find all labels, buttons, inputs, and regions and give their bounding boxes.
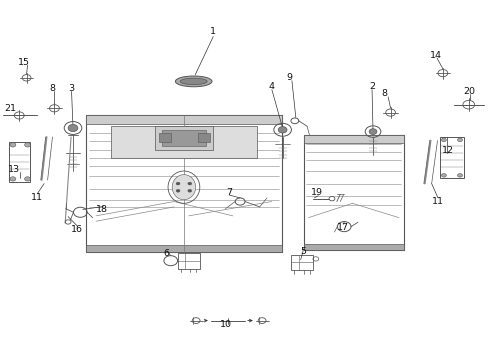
Text: 14: 14 (430, 51, 441, 60)
Text: 20: 20 (464, 86, 476, 95)
Bar (304, 244, 404, 250)
Text: 2: 2 (369, 82, 375, 91)
Bar (304, 135, 404, 143)
Bar (86, 116, 282, 125)
Text: 4: 4 (269, 82, 275, 91)
Circle shape (24, 143, 30, 147)
Text: 16: 16 (71, 225, 82, 234)
Bar (159, 134, 171, 142)
Bar (197, 134, 210, 142)
Circle shape (176, 189, 180, 192)
Text: 12: 12 (442, 146, 454, 155)
Circle shape (369, 129, 377, 134)
Text: 18: 18 (97, 205, 108, 214)
Text: 11: 11 (31, 193, 43, 202)
Bar (178, 253, 200, 269)
Text: 5: 5 (301, 247, 307, 256)
Text: 15: 15 (18, 58, 30, 67)
Text: 8: 8 (49, 84, 55, 93)
Bar (155, 126, 213, 149)
Text: 6: 6 (164, 249, 170, 258)
Text: 13: 13 (8, 165, 21, 174)
Bar (86, 116, 282, 252)
Ellipse shape (172, 175, 196, 200)
Circle shape (24, 177, 30, 181)
Text: 3: 3 (69, 84, 74, 93)
Text: 19: 19 (311, 188, 323, 197)
Bar (111, 126, 257, 158)
Text: 9: 9 (286, 73, 292, 82)
Circle shape (68, 125, 78, 132)
Bar (292, 255, 314, 270)
Circle shape (10, 177, 16, 181)
Text: 7: 7 (226, 188, 232, 197)
Circle shape (176, 182, 180, 185)
Text: 21: 21 (4, 104, 17, 113)
Bar (162, 130, 206, 146)
Text: 1: 1 (210, 27, 216, 36)
Circle shape (278, 127, 287, 133)
Bar (441, 137, 464, 178)
Bar (9, 142, 30, 182)
Ellipse shape (180, 78, 207, 85)
Circle shape (441, 138, 446, 141)
Text: 8: 8 (381, 89, 387, 98)
Circle shape (10, 143, 16, 147)
Bar (86, 245, 282, 252)
Ellipse shape (175, 76, 212, 87)
Circle shape (188, 182, 192, 185)
Circle shape (441, 174, 446, 177)
Circle shape (458, 174, 463, 177)
Bar (304, 135, 404, 250)
Circle shape (458, 138, 463, 141)
Text: 11: 11 (432, 197, 444, 206)
Text: 17: 17 (337, 223, 349, 232)
Text: 10: 10 (220, 320, 231, 329)
Circle shape (188, 189, 192, 192)
